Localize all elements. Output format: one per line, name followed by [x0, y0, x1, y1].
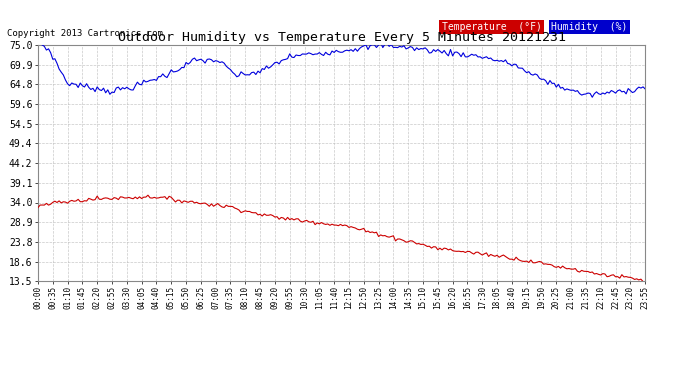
Text: Copyright 2013 Cartronics.com: Copyright 2013 Cartronics.com: [7, 28, 163, 38]
Text: Temperature  (°F): Temperature (°F): [442, 22, 542, 32]
Title: Outdoor Humidity vs Temperature Every 5 Minutes 20121231: Outdoor Humidity vs Temperature Every 5 …: [117, 31, 566, 44]
Text: Humidity  (%): Humidity (%): [551, 22, 627, 32]
